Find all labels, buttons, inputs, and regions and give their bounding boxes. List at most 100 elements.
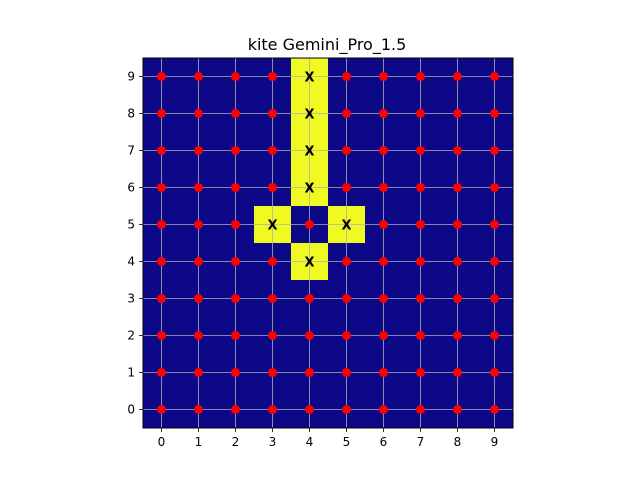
data-point <box>231 220 240 229</box>
data-point <box>416 405 425 414</box>
data-point <box>268 72 277 81</box>
chart-title: kite Gemini_Pro_1.5 <box>248 35 407 55</box>
data-point <box>379 331 388 340</box>
data-point <box>231 146 240 155</box>
data-point <box>416 220 425 229</box>
data-point <box>416 183 425 192</box>
data-point <box>416 109 425 118</box>
cell-marks: X X X X X X X <box>267 71 351 271</box>
data-point <box>379 257 388 266</box>
data-point <box>194 72 203 81</box>
x-tick-label: 3 <box>269 435 277 449</box>
axes: 0 1 2 3 4 5 6 7 8 9 0 1 2 3 4 5 6 7 8 9 <box>127 57 514 449</box>
data-point <box>453 294 462 303</box>
data-point <box>231 331 240 340</box>
y-tick-label: 6 <box>127 181 135 195</box>
y-tick-label: 8 <box>127 107 135 121</box>
x-tick-label: 2 <box>232 435 240 449</box>
x-tick-label: 4 <box>306 435 314 449</box>
cell-mark-label: X <box>304 256 314 271</box>
cell-mark-label: X <box>304 108 314 123</box>
data-point <box>453 109 462 118</box>
data-point <box>490 257 499 266</box>
data-point <box>490 331 499 340</box>
cell-mark-label: X <box>304 71 314 86</box>
data-point <box>342 146 351 155</box>
data-point <box>157 368 166 377</box>
data-point <box>342 72 351 81</box>
data-point <box>231 368 240 377</box>
data-point <box>416 368 425 377</box>
data-points <box>157 72 499 414</box>
data-point <box>379 220 388 229</box>
data-point <box>268 257 277 266</box>
data-point <box>231 405 240 414</box>
data-point <box>194 331 203 340</box>
y-tick-label: 2 <box>127 329 135 343</box>
data-point <box>157 294 166 303</box>
data-point <box>157 331 166 340</box>
data-point <box>194 183 203 192</box>
data-point <box>342 405 351 414</box>
data-point <box>379 183 388 192</box>
x-tick-label: 9 <box>491 435 499 449</box>
cell-mark-label: X <box>267 219 277 234</box>
data-point <box>268 368 277 377</box>
data-point <box>342 331 351 340</box>
data-point <box>268 405 277 414</box>
y-tick-label: 3 <box>127 292 135 306</box>
data-point <box>490 72 499 81</box>
data-point <box>379 368 388 377</box>
x-tick-label: 5 <box>343 435 351 449</box>
plot-frame <box>142 57 514 429</box>
data-point <box>490 368 499 377</box>
data-point <box>268 146 277 155</box>
cell-mark-label: X <box>341 219 351 234</box>
data-point <box>379 146 388 155</box>
y-tick-label: 1 <box>127 366 135 380</box>
data-point <box>157 146 166 155</box>
data-point <box>231 109 240 118</box>
data-point <box>157 72 166 81</box>
data-point <box>342 257 351 266</box>
data-point <box>490 294 499 303</box>
data-point <box>416 294 425 303</box>
data-point <box>416 331 425 340</box>
data-point <box>157 405 166 414</box>
x-tick-label: 0 <box>158 435 166 449</box>
y-tick-label: 9 <box>127 70 135 84</box>
data-point <box>416 146 425 155</box>
data-point <box>157 109 166 118</box>
data-point <box>379 72 388 81</box>
y-tick-label: 7 <box>127 144 135 158</box>
data-point <box>305 294 314 303</box>
data-point <box>490 109 499 118</box>
data-point <box>453 405 462 414</box>
data-point <box>342 109 351 118</box>
x-tick-label: 8 <box>454 435 462 449</box>
data-point <box>490 405 499 414</box>
y-tick-label: 4 <box>127 255 135 269</box>
cell-mark-label: X <box>304 145 314 160</box>
x-tick-label: 7 <box>417 435 425 449</box>
data-point <box>305 405 314 414</box>
data-point <box>231 257 240 266</box>
data-point <box>231 294 240 303</box>
data-point <box>453 331 462 340</box>
data-point <box>194 294 203 303</box>
data-point <box>157 257 166 266</box>
data-point <box>268 183 277 192</box>
data-point <box>416 257 425 266</box>
data-point <box>416 72 425 81</box>
data-point <box>453 72 462 81</box>
data-point <box>305 331 314 340</box>
data-point <box>268 331 277 340</box>
data-point <box>379 294 388 303</box>
data-point <box>490 146 499 155</box>
data-point <box>194 220 203 229</box>
data-point <box>342 183 351 192</box>
data-point <box>342 368 351 377</box>
data-point <box>490 220 499 229</box>
data-point <box>268 294 277 303</box>
